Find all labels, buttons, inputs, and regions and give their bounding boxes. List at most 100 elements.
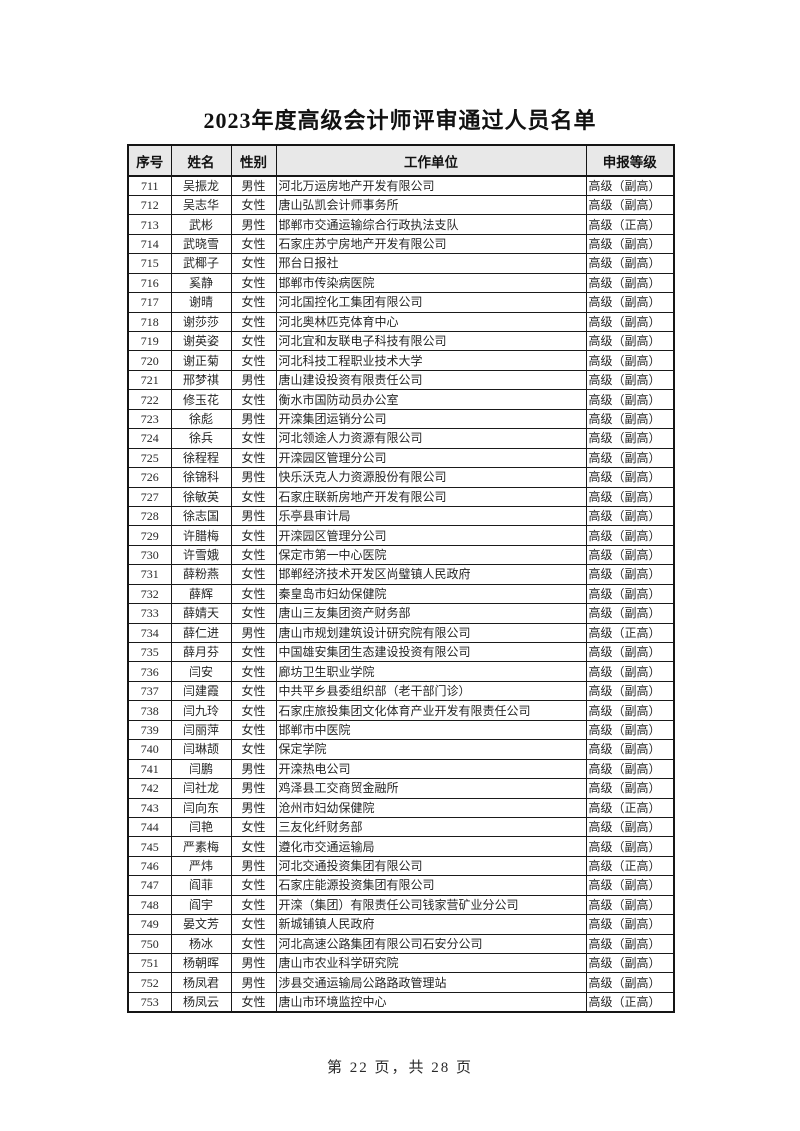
gender-cell: 男性 bbox=[230, 952, 277, 974]
employer-cell: 河北领途人力资源有限公司 bbox=[275, 428, 587, 449]
name-cell: 徐敏英 bbox=[170, 486, 232, 507]
grade-cell: 高级（副高） bbox=[585, 272, 675, 294]
serial-cell: 722 bbox=[127, 389, 172, 410]
serial-cell: 738 bbox=[127, 700, 172, 721]
employer-cell: 河北国控化工集团有限公司 bbox=[275, 292, 587, 313]
grade-cell: 高级（副高） bbox=[585, 486, 675, 507]
gender-cell: 男性 bbox=[230, 778, 277, 799]
serial-cell: 740 bbox=[127, 739, 172, 760]
serial-cell: 711 bbox=[127, 175, 172, 196]
name-cell: 谢英姿 bbox=[170, 330, 232, 352]
gender-cell: 男性 bbox=[230, 175, 277, 196]
grade-cell: 高级（副高） bbox=[585, 641, 675, 663]
table-row: 737 闫建霞 女性 中共平乡县委组织部（老干部门诊） 高级（副高） bbox=[127, 680, 675, 702]
grade-cell: 高级（副高） bbox=[585, 350, 675, 371]
grade-cell: 高级（副高） bbox=[585, 428, 675, 449]
table-row: 712 吴志华 女性 唐山弘凯会计师事务所 高级（副高） bbox=[127, 194, 675, 216]
results-table: 序号 姓名 性别 工作单位 申报等级 711 吴振龙 男性 河北万运房地产开发有限公司… bbox=[127, 144, 675, 1013]
grade-cell: 高级（副高） bbox=[585, 719, 675, 741]
gender-cell: 女性 bbox=[230, 389, 277, 410]
employer-cell: 开滦集团运销分公司 bbox=[275, 408, 587, 430]
gender-cell: 男性 bbox=[230, 972, 277, 993]
name-cell: 闫建霞 bbox=[170, 680, 232, 702]
serial-cell: 713 bbox=[127, 214, 172, 235]
grade-cell: 高级（副高） bbox=[585, 447, 675, 469]
table-row: 713 武彬 男性 邯郸市交通运输综合行政执法支队 高级（正高） bbox=[127, 214, 675, 235]
table-row: 731 薛粉燕 女性 邯郸经济技术开发区尚璧镇人民政府 高级（副高） bbox=[127, 564, 675, 585]
grade-cell: 高级（副高） bbox=[585, 525, 675, 546]
gender-cell: 女性 bbox=[230, 564, 277, 585]
name-cell: 闫丽萍 bbox=[170, 719, 232, 741]
gender-cell: 女性 bbox=[230, 272, 277, 294]
gender-cell: 女性 bbox=[230, 739, 277, 760]
serial-cell: 747 bbox=[127, 875, 172, 896]
serial-cell: 721 bbox=[127, 369, 172, 391]
column-header-grade: 申报等级 bbox=[585, 144, 675, 177]
serial-cell: 719 bbox=[127, 330, 172, 352]
employer-cell: 邢台日报社 bbox=[275, 253, 587, 274]
name-cell: 闫琳颉 bbox=[170, 739, 232, 760]
table-row: 725 徐程程 女性 开滦园区管理分公司 高级（副高） bbox=[127, 447, 675, 469]
serial-cell: 735 bbox=[127, 641, 172, 663]
table-row: 729 许腊梅 女性 开滦园区管理分公司 高级（副高） bbox=[127, 525, 675, 546]
gender-cell: 女性 bbox=[230, 661, 277, 682]
grade-cell: 高级（正高） bbox=[585, 214, 675, 235]
grade-cell: 高级（副高） bbox=[585, 194, 675, 216]
table-row: 735 薛月芬 女性 中国雄安集团生态建设投资有限公司 高级（副高） bbox=[127, 641, 675, 663]
employer-cell: 新城铺镇人民政府 bbox=[275, 914, 587, 935]
table-row: 752 杨凤君 男性 涉县交通运输局公路路政管理站 高级（副高） bbox=[127, 972, 675, 993]
table-row: 745 严素梅 女性 遵化市交通运输局 高级（副高） bbox=[127, 836, 675, 857]
serial-cell: 750 bbox=[127, 933, 172, 955]
employer-cell: 涉县交通运输局公路路政管理站 bbox=[275, 972, 587, 993]
gender-cell: 女性 bbox=[230, 330, 277, 352]
name-cell: 闫安 bbox=[170, 661, 232, 682]
name-cell: 杨凤云 bbox=[170, 991, 232, 1013]
employer-cell: 河北交通投资集团有限公司 bbox=[275, 855, 587, 877]
serial-cell: 718 bbox=[127, 311, 172, 333]
gender-cell: 女性 bbox=[230, 680, 277, 702]
name-cell: 闫艳 bbox=[170, 816, 232, 838]
table-row: 732 薛辉 女性 秦皇岛市妇幼保健院 高级（副高） bbox=[127, 583, 675, 605]
table-row: 719 谢英姿 女性 河北宜和友联电子科技有限公司 高级（副高） bbox=[127, 330, 675, 352]
table-row: 742 闫社龙 男性 鸡泽县工交商贸金融所 高级（副高） bbox=[127, 778, 675, 799]
grade-cell: 高级（正高） bbox=[585, 855, 675, 877]
serial-cell: 741 bbox=[127, 758, 172, 780]
name-cell: 武晓雪 bbox=[170, 233, 232, 255]
serial-cell: 748 bbox=[127, 894, 172, 916]
grade-cell: 高级（副高） bbox=[585, 467, 675, 488]
table-row: 744 闫艳 女性 三友化纤财务部 高级（副高） bbox=[127, 816, 675, 838]
gender-cell: 女性 bbox=[230, 544, 277, 566]
name-cell: 谢晴 bbox=[170, 292, 232, 313]
grade-cell: 高级（副高） bbox=[585, 778, 675, 799]
serial-cell: 745 bbox=[127, 836, 172, 857]
name-cell: 徐程程 bbox=[170, 447, 232, 469]
employer-cell: 保定市第一中心医院 bbox=[275, 544, 587, 566]
table-row: 753 杨凤云 女性 唐山市环境监控中心 高级（正高） bbox=[127, 991, 675, 1013]
name-cell: 徐兵 bbox=[170, 428, 232, 449]
grade-cell: 高级（副高） bbox=[585, 914, 675, 935]
table-row: 751 杨朝晖 男性 唐山市农业科学研究院 高级（副高） bbox=[127, 952, 675, 974]
name-cell: 徐锦科 bbox=[170, 467, 232, 488]
name-cell: 薛婧天 bbox=[170, 603, 232, 624]
serial-cell: 726 bbox=[127, 467, 172, 488]
gender-cell: 女性 bbox=[230, 641, 277, 663]
employer-cell: 石家庄苏宁房地产开发有限公司 bbox=[275, 233, 587, 255]
employer-cell: 开滦园区管理分公司 bbox=[275, 525, 587, 546]
gender-cell: 女性 bbox=[230, 428, 277, 449]
name-cell: 徐志国 bbox=[170, 505, 232, 527]
table-row: 740 闫琳颉 女性 保定学院 高级（副高） bbox=[127, 739, 675, 760]
table-row: 718 谢莎莎 女性 河北奥林匹克体育中心 高级（副高） bbox=[127, 311, 675, 333]
gender-cell: 女性 bbox=[230, 583, 277, 605]
gender-cell: 女性 bbox=[230, 233, 277, 255]
name-cell: 吴振龙 bbox=[170, 175, 232, 196]
name-cell: 阎宇 bbox=[170, 894, 232, 916]
gender-cell: 女性 bbox=[230, 525, 277, 546]
table-row: 746 严炜 男性 河北交通投资集团有限公司 高级（正高） bbox=[127, 855, 675, 877]
name-cell: 晏文芳 bbox=[170, 914, 232, 935]
serial-cell: 732 bbox=[127, 583, 172, 605]
grade-cell: 高级（副高） bbox=[585, 661, 675, 682]
grade-cell: 高级（副高） bbox=[585, 233, 675, 255]
table-row: 739 闫丽萍 女性 邯郸市中医院 高级（副高） bbox=[127, 719, 675, 741]
grade-cell: 高级（副高） bbox=[585, 952, 675, 974]
name-cell: 修玉花 bbox=[170, 389, 232, 410]
